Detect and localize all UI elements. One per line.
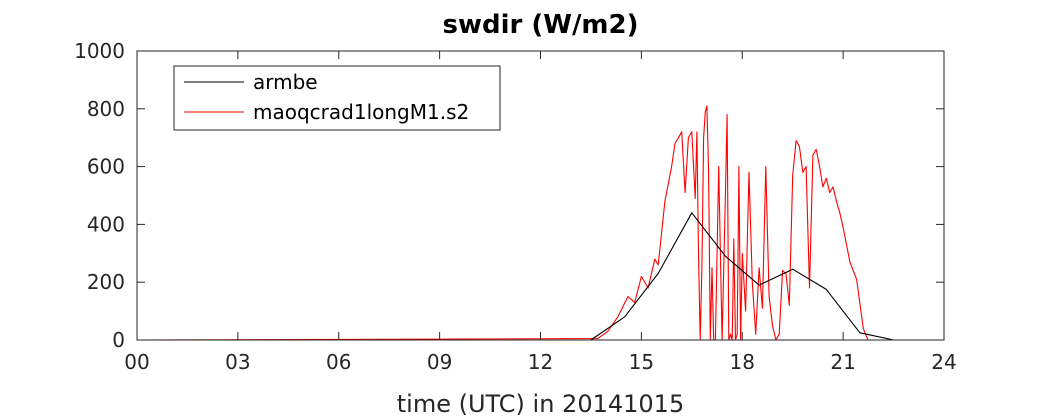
y-tick-label: 200 bbox=[87, 270, 125, 294]
series-layer bbox=[136, 105, 944, 341]
legend-label: armbe bbox=[253, 70, 318, 94]
legend: armbe maoqcrad1longM1.s2 bbox=[173, 65, 501, 131]
x-tick-label: 09 bbox=[427, 350, 452, 374]
y-tick-label: 600 bbox=[87, 155, 125, 179]
y-tick-label: 800 bbox=[87, 97, 125, 121]
axis-layer: 00 03 06 09 12 15 18 21 24 0 200 400 600 800 1000 bbox=[74, 39, 957, 374]
x-tick-label: 24 bbox=[931, 350, 956, 374]
legend-label: maoqcrad1longM1.s2 bbox=[253, 100, 469, 124]
y-tick-label: 400 bbox=[87, 212, 125, 236]
x-tick-label: 21 bbox=[830, 350, 855, 374]
x-tick-label: 06 bbox=[326, 350, 351, 374]
x-tick-label: 03 bbox=[225, 350, 250, 374]
series-line-0 bbox=[137, 212, 944, 341]
y-tick-label: 1000 bbox=[74, 39, 125, 63]
x-tick-label: 12 bbox=[528, 350, 553, 374]
x-axis-label: time (UTC) in 20141015 bbox=[397, 390, 684, 417]
series-line-1 bbox=[136, 105, 944, 341]
x-tick-label: 15 bbox=[629, 350, 654, 374]
y-tick-label: 0 bbox=[112, 328, 125, 352]
x-tick-label: 18 bbox=[730, 350, 755, 374]
chart-title: swdir (W/m2) bbox=[442, 10, 638, 40]
x-tick-label: 00 bbox=[124, 350, 149, 374]
legend-box bbox=[173, 65, 501, 131]
